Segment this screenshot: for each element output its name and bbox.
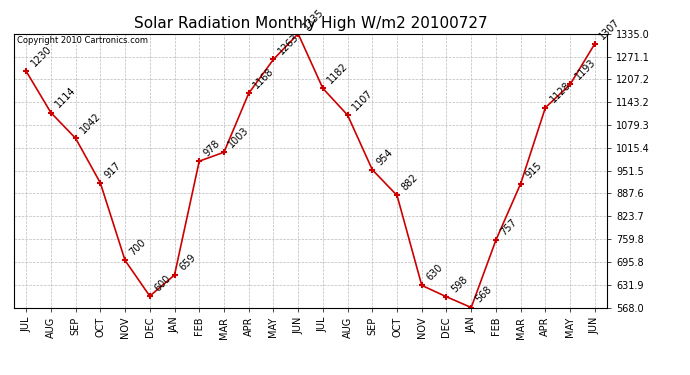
Text: 1168: 1168	[251, 66, 276, 91]
Text: 915: 915	[524, 161, 544, 181]
Text: 978: 978	[202, 138, 222, 158]
Text: 600: 600	[152, 273, 172, 293]
Text: 882: 882	[400, 172, 420, 193]
Text: 757: 757	[499, 217, 519, 237]
Text: 1230: 1230	[29, 44, 53, 69]
Text: 659: 659	[177, 252, 197, 272]
Text: 954: 954	[375, 147, 395, 167]
Text: 1182: 1182	[326, 61, 350, 86]
Text: 598: 598	[449, 274, 469, 294]
Text: 1042: 1042	[79, 111, 103, 135]
Text: 1263: 1263	[276, 32, 301, 57]
Text: 568: 568	[474, 285, 494, 305]
Text: 630: 630	[424, 262, 444, 283]
Title: Solar Radiation Monthly High W/m2 20100727: Solar Radiation Monthly High W/m2 201007…	[134, 16, 487, 31]
Text: 1114: 1114	[54, 86, 78, 110]
Text: 917: 917	[103, 160, 124, 180]
Text: Copyright 2010 Cartronics.com: Copyright 2010 Cartronics.com	[17, 36, 148, 45]
Text: 1193: 1193	[573, 57, 598, 82]
Text: 1107: 1107	[351, 88, 375, 112]
Text: 1128: 1128	[548, 80, 573, 105]
Text: 1003: 1003	[227, 125, 251, 150]
Text: 1335: 1335	[301, 6, 326, 31]
Text: 1307: 1307	[598, 16, 622, 41]
Text: 700: 700	[128, 237, 148, 258]
